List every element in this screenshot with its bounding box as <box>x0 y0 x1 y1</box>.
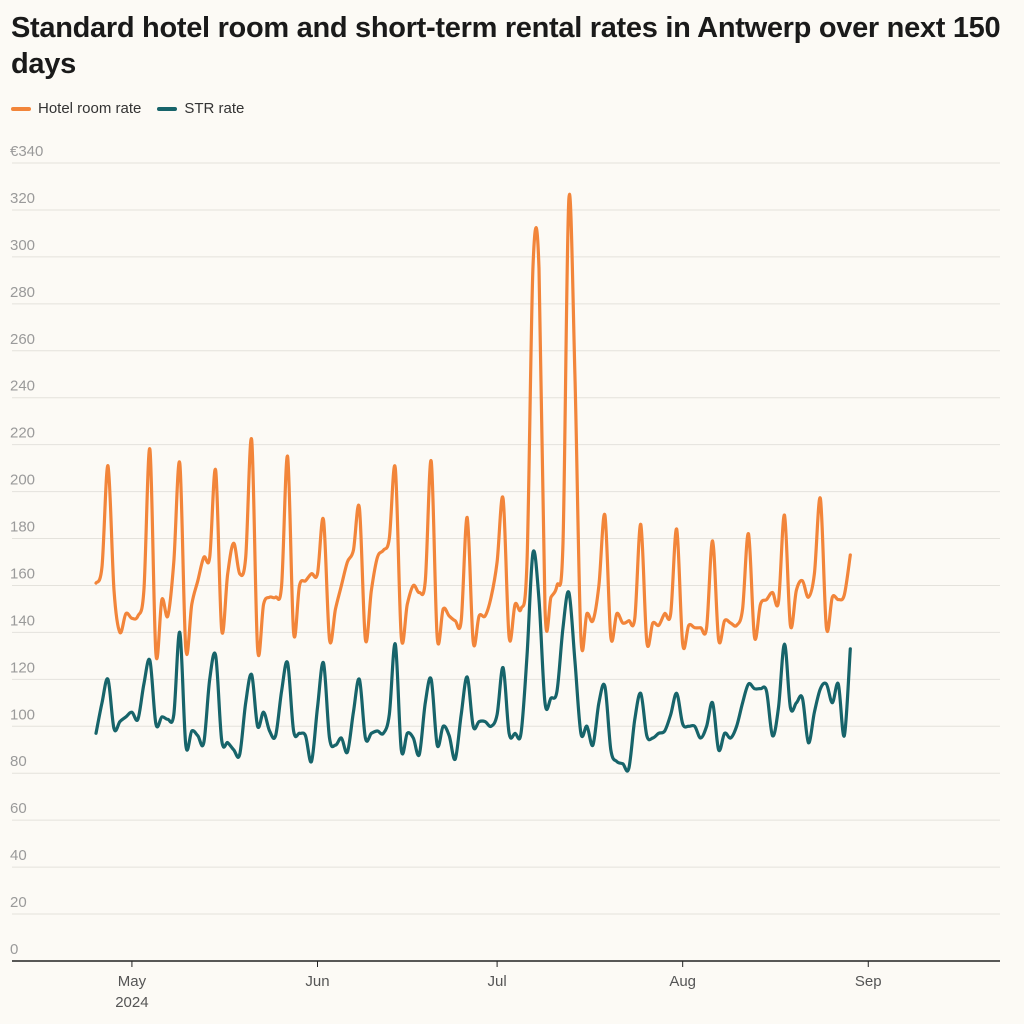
y-tick-label: 20 <box>10 894 27 911</box>
chart-title: Standard hotel room and short-term renta… <box>11 12 1001 80</box>
x-tick-label: Aug <box>669 973 696 990</box>
y-tick-label: 260 <box>10 331 35 348</box>
y-tick-label: 180 <box>10 519 35 536</box>
x-tick-label: May <box>118 973 147 990</box>
y-tick-label: 160 <box>10 565 35 582</box>
y-tick-label: 60 <box>10 800 27 817</box>
legend-swatch-str <box>157 106 178 111</box>
y-axis-ticks: €340320300280260240220200180160140120100… <box>10 143 43 958</box>
y-tick-label: 40 <box>10 847 27 864</box>
x-tick-sublabel: 2024 <box>115 994 148 1011</box>
y-tick-label: 240 <box>10 378 35 395</box>
y-tick-label: €340 <box>10 143 43 160</box>
x-tick-label: Sep <box>855 973 882 990</box>
y-tick-label: 100 <box>10 706 35 723</box>
legend-swatch-hotel <box>11 106 31 111</box>
series-lines <box>94 193 852 773</box>
y-tick-label: 220 <box>10 425 35 442</box>
legend-label-hotel: Hotel room rate <box>38 100 142 117</box>
chart-legend: Hotel room rate STR rate <box>11 100 260 117</box>
y-tick-label: 0 <box>10 941 18 958</box>
str-rate-line <box>94 549 852 773</box>
y-tick-label: 80 <box>10 753 27 770</box>
x-tick-label: Jun <box>305 973 329 990</box>
y-tick-label: 320 <box>10 190 35 207</box>
legend-item-hotel[interactable]: Hotel room rate <box>11 100 141 117</box>
hotel-room-rate-line <box>94 193 852 661</box>
gridlines <box>12 162 1000 915</box>
legend-label-str: STR rate <box>184 100 245 117</box>
x-tick-label: Jul <box>488 973 507 990</box>
y-tick-label: 120 <box>10 659 35 676</box>
y-tick-label: 140 <box>10 612 35 629</box>
y-tick-label: 280 <box>10 284 35 301</box>
y-tick-label: 300 <box>10 237 35 254</box>
x-axis: May 2024 Jun Jul Aug Sep <box>12 960 1000 1011</box>
legend-item-str[interactable]: STR rate <box>157 100 244 117</box>
y-tick-label: 200 <box>10 472 35 489</box>
